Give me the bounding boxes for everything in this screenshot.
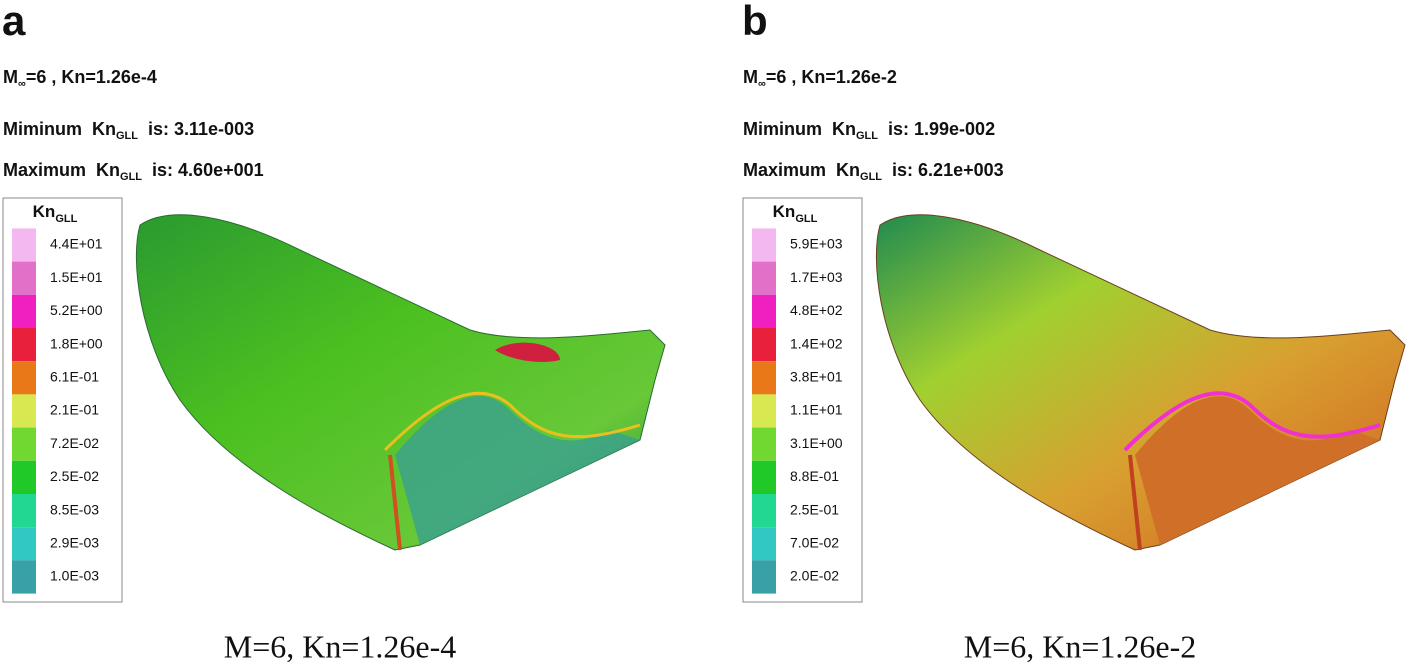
legend-swatch [12, 527, 36, 561]
legend-level: 7.2E-02 [50, 435, 99, 451]
header-part: =6 , Kn=1.26e-4 [26, 67, 157, 87]
legend-level: 7.0E-02 [790, 535, 839, 551]
legend-level: 8.8E-01 [790, 468, 839, 484]
minimum-line-part: is: 1.99e-002 [878, 119, 995, 139]
legend-level: 1.4E+02 [790, 335, 843, 351]
legend-title-part: Kn [773, 202, 796, 221]
legend-title: KnGLL [773, 202, 818, 224]
header-part: ∞ [758, 78, 766, 90]
legend-swatch [752, 294, 776, 328]
legend-swatch [12, 494, 36, 528]
header-part: M [3, 67, 18, 87]
minimum-line-part: is: 3.11e-003 [138, 119, 254, 139]
legend-level: 2.9E-03 [50, 535, 99, 551]
legend-swatch [12, 328, 36, 362]
maximum-line: Maximum KnGLL is: 6.21e+003 [743, 160, 1004, 183]
legend-swatch [752, 394, 776, 428]
legend-swatch [12, 228, 36, 262]
legend-swatch [752, 361, 776, 395]
maximum-line-part: Maximum Kn [3, 160, 120, 180]
header-part: ∞ [18, 78, 26, 90]
legend-level: 1.5E+01 [50, 269, 103, 285]
legend-swatch [752, 261, 776, 295]
header-part: M [743, 67, 758, 87]
header-part: =6 , Kn=1.26e-2 [766, 67, 897, 87]
legend-swatch [12, 394, 36, 428]
minimum-line-part: GLL [856, 130, 878, 142]
legend-level: 1.0E-03 [50, 568, 99, 584]
minimum-line-part: GLL [116, 130, 138, 142]
legend-title-part: GLL [795, 213, 817, 225]
maximum-line-part: is: 6.21e+003 [882, 160, 1004, 180]
legend-level: 5.2E+00 [50, 302, 103, 318]
legend-title-part: Kn [33, 202, 56, 221]
legend-level: 1.7E+03 [790, 269, 843, 285]
legend-swatch [752, 228, 776, 262]
vehicle-b [875, 214, 1406, 551]
vehicle-a [135, 214, 666, 551]
legend-level: 2.5E-02 [50, 468, 99, 484]
legend-level: 5.9E+03 [790, 236, 843, 252]
maximum-line-part: Maximum Kn [743, 160, 860, 180]
minimum-line-part: Miminum Kn [743, 119, 856, 139]
legend-level: 6.1E-01 [50, 369, 99, 385]
legend-level: 1.1E+01 [790, 402, 843, 418]
legend-level: 2.0E-02 [790, 568, 839, 584]
legend-level: 2.5E-01 [790, 501, 839, 517]
legend-title-part: GLL [55, 213, 77, 225]
legend-swatch [752, 527, 776, 561]
legend-swatch [12, 294, 36, 328]
legend-level: 1.8E+00 [50, 335, 103, 351]
header: M∞=6 , Kn=1.26e-2 [743, 67, 897, 90]
minimum-line: Miminum KnGLL is: 1.99e-002 [743, 119, 995, 142]
legend-level: 4.8E+02 [790, 302, 843, 318]
legend-swatch [12, 361, 36, 395]
legend-level: 3.1E+00 [790, 435, 843, 451]
legend-swatch [12, 261, 36, 295]
legend-level: 8.5E-03 [50, 501, 99, 517]
caption: M=6, Kn=1.26e-4 [224, 628, 457, 664]
caption: M=6, Kn=1.26e-2 [964, 628, 1197, 664]
maximum-line-part: GLL [120, 171, 142, 183]
panel-label: a [2, 0, 26, 44]
legend-swatch [752, 494, 776, 528]
legend-swatch [12, 427, 36, 461]
minimum-line: Miminum KnGLL is: 3.11e-003 [3, 119, 254, 142]
maximum-line-part: is: 4.60e+001 [142, 160, 264, 180]
legend-title: KnGLL [33, 202, 78, 224]
minimum-line-part: Miminum Kn [3, 119, 116, 139]
legend-swatch [12, 460, 36, 494]
legend-swatch [752, 328, 776, 362]
header: M∞=6 , Kn=1.26e-4 [3, 67, 157, 90]
panel-label: b [742, 0, 768, 44]
legend-swatch [752, 560, 776, 594]
legend-swatch [12, 560, 36, 594]
legend-level: 4.4E+01 [50, 236, 103, 252]
maximum-line: Maximum KnGLL is: 4.60e+001 [3, 160, 264, 183]
legend-swatch [752, 460, 776, 494]
legend-swatch [752, 427, 776, 461]
legend-level: 3.8E+01 [790, 369, 843, 385]
maximum-line-part: GLL [860, 171, 882, 183]
legend-level: 2.1E-01 [50, 402, 99, 418]
